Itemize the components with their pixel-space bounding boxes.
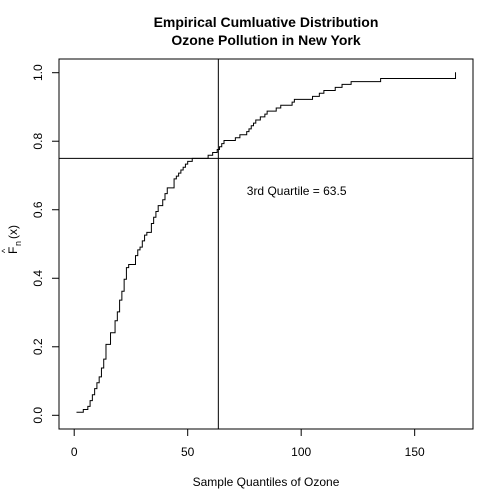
x-tick-label: 0 [71, 445, 78, 459]
quartile-annotation: 3rd Quartile = 63.5 [247, 184, 347, 198]
x-axis: 0 50 100 150 [71, 428, 425, 459]
y-tick-label: 0.2 [31, 338, 45, 355]
y-tick-label: 0.4 [31, 270, 45, 287]
y-axis-label-arg: (x) [6, 225, 20, 239]
x-axis-label: Sample Quantiles of Ozone [193, 475, 340, 489]
ecdf-step-line [76, 72, 457, 413]
y-axis: 0.0 0.2 0.4 0.6 0.8 1.0 [31, 64, 60, 424]
y-tick-label: 0.8 [31, 133, 45, 150]
ecdf-series [76, 72, 457, 413]
reference-lines [59, 59, 473, 429]
y-tick-label: 0.0 [31, 407, 45, 424]
y-axis-label-sub: n [13, 241, 23, 246]
y-tick-label: 1.0 [31, 64, 45, 81]
x-tick-label: 50 [181, 445, 195, 459]
y-axis-label: F ^ n (x) [0, 225, 23, 254]
y-tick-label: 0.6 [31, 201, 45, 218]
y-axis-label-hat: ^ [0, 248, 10, 253]
y-axis-label-main: F [6, 247, 20, 254]
x-tick-label: 100 [291, 445, 311, 459]
chart-title-line2: Ozone Pollution in New York [171, 32, 360, 48]
x-tick-label: 150 [405, 445, 425, 459]
chart-title-line1: Empirical Cumluative Distribution [154, 14, 379, 30]
